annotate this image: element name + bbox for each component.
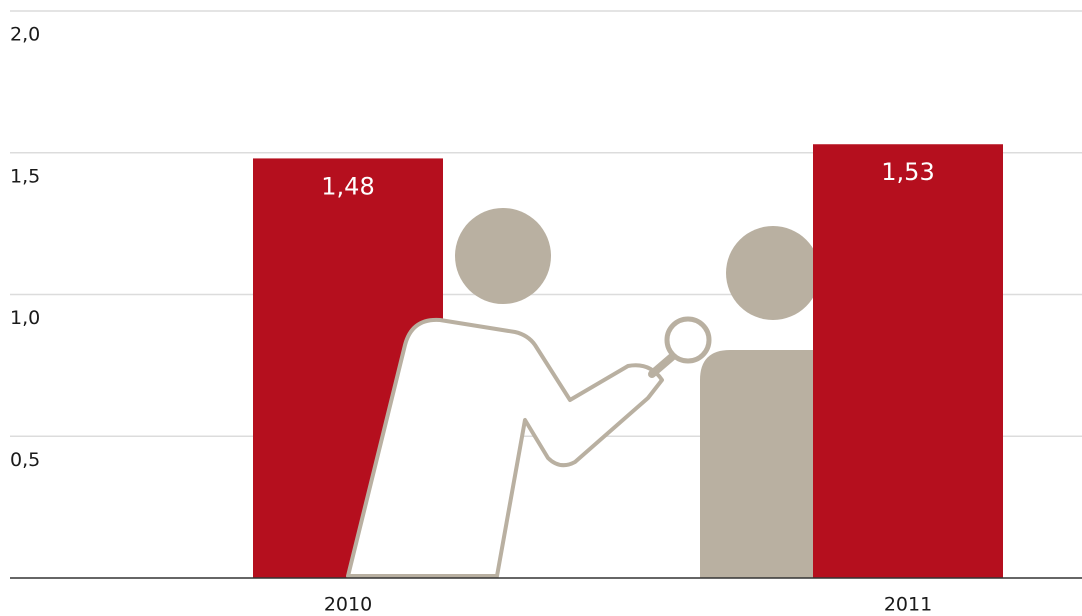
front-person bbox=[346, 208, 712, 578]
person-body bbox=[346, 317, 664, 578]
back-person bbox=[700, 226, 830, 578]
y-tick-label: 1,0 bbox=[10, 307, 40, 329]
person-head bbox=[726, 226, 820, 320]
value-label: 1,48 bbox=[321, 172, 374, 200]
x-tick-label: 2010 bbox=[324, 594, 372, 616]
x-tick-label: 2011 bbox=[884, 594, 932, 616]
y-tick-label: 1,5 bbox=[10, 165, 40, 187]
magnifier-lens bbox=[664, 316, 712, 364]
magnifier-handle bbox=[648, 352, 677, 378]
person-head bbox=[455, 208, 551, 304]
bars: 1,48 1,53 bbox=[253, 144, 1003, 579]
labels: 0,5 1,0 1,5 2,0 2010 2011 bbox=[10, 24, 932, 616]
y-tick-label: 0,5 bbox=[10, 449, 40, 471]
person-body bbox=[700, 350, 830, 578]
value-label: 1,53 bbox=[881, 158, 934, 186]
bar bbox=[813, 144, 1003, 578]
y-tick-label: 2,0 bbox=[10, 24, 40, 46]
